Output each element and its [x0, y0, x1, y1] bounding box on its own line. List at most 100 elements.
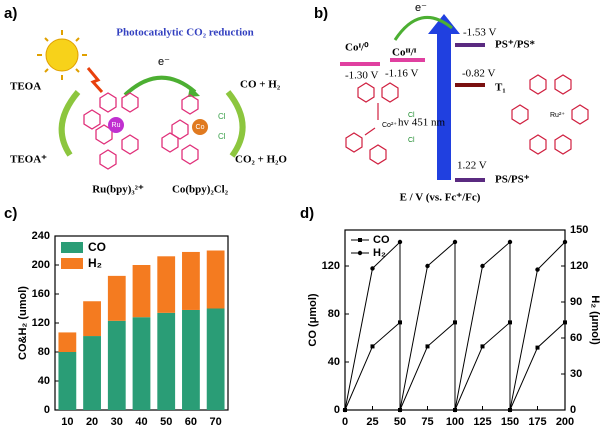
ru-complex	[83, 92, 139, 170]
level	[455, 43, 485, 47]
ion: Co²⁺	[382, 122, 397, 129]
y2-tick-label: 120	[570, 260, 588, 272]
x-tick-label: 75	[421, 416, 433, 428]
legend-swatch	[61, 258, 83, 269]
marker	[370, 266, 375, 271]
product: CO + H₂	[240, 79, 281, 91]
bar-segment	[83, 336, 101, 410]
marker	[452, 407, 458, 413]
y-tick-label: 80	[38, 346, 50, 358]
legend-swatch	[61, 242, 83, 253]
arrow-head	[188, 86, 200, 97]
y-tick-label: 200	[32, 259, 50, 271]
x-tick-label: 125	[473, 416, 491, 428]
excitation: hv 451 nm	[398, 117, 446, 129]
x-tick-label: 150	[501, 416, 519, 428]
series-line	[344, 240, 566, 411]
reactant: CO₂ + H₂O	[235, 154, 287, 166]
state: PS⁺/PS*	[495, 39, 536, 51]
potential: -1.16 V	[385, 68, 418, 80]
y-tick-label: 0	[334, 404, 340, 416]
legend-marker	[358, 238, 362, 242]
y-tick-label: 80	[328, 308, 340, 320]
panel-title: Photocatalytic CO₂ reduction	[116, 27, 254, 39]
x-tick-label: 20	[86, 416, 98, 428]
x-tick-label: 70	[210, 416, 222, 428]
bar-segment	[83, 301, 101, 337]
reagent: TEOA⁺	[10, 154, 47, 166]
x-tick-label: 0	[342, 416, 348, 428]
cycle-arrow	[58, 90, 81, 157]
y-tick-label: 40	[38, 375, 50, 387]
legend-label: H₂	[88, 256, 102, 270]
potential: -1.30 V	[345, 70, 378, 82]
electron: e⁻	[415, 2, 427, 14]
electron-arrow	[123, 75, 197, 97]
y-axis-label: CO (μmol)	[307, 293, 319, 347]
marker	[370, 344, 375, 349]
x-tick-label: 10	[61, 416, 73, 428]
bar-segment	[157, 256, 176, 313]
marker	[507, 239, 513, 245]
x-tick-label: 60	[185, 416, 197, 428]
y2-tick-label: 150	[570, 224, 588, 236]
bar-segment	[157, 312, 176, 410]
lightning	[86, 67, 104, 94]
state: Coᴵᴵ/ᴵ	[392, 47, 417, 59]
state: T₁	[495, 82, 506, 94]
bar-segment	[107, 320, 126, 410]
y-axis-label: CO&H₂ (umol)	[17, 286, 29, 360]
y-tick-label: 40	[328, 356, 340, 368]
bar-segment	[132, 265, 151, 318]
y-tick-label: 120	[32, 317, 50, 329]
ru-center	[108, 117, 124, 133]
marker	[535, 267, 540, 272]
y2-axis-label: H₂ (μmol)	[589, 295, 600, 345]
bar-segment	[58, 352, 77, 410]
x-tick-label: 50	[394, 416, 406, 428]
y2-tick-label: 30	[570, 368, 582, 380]
cl-label: Cl	[218, 132, 226, 141]
state: Coᴵ/⁰	[345, 42, 369, 54]
bar-segment	[58, 332, 77, 352]
y2-tick-label: 0	[570, 404, 576, 416]
ion: Ru²⁺	[550, 112, 565, 119]
sun-rays	[37, 30, 87, 80]
marker	[342, 407, 348, 413]
marker	[397, 407, 403, 413]
cl-label: Cl	[408, 137, 415, 144]
marker	[452, 239, 458, 245]
cl-label: Cl	[408, 112, 415, 119]
x-tick-label: 40	[135, 416, 147, 428]
excitation-arrow	[437, 30, 451, 180]
bar-segment	[206, 308, 225, 410]
y-tick-label: 0	[44, 404, 50, 416]
potential: -1.53 V	[463, 27, 496, 39]
complex-name: Ru(bpy)₃²⁺	[92, 184, 144, 196]
marker	[425, 263, 430, 269]
level	[455, 83, 485, 87]
co-complex	[161, 94, 199, 165]
bar-segment	[182, 309, 200, 410]
legend-label: CO	[373, 234, 390, 246]
y2-tick-label: 90	[570, 296, 582, 308]
co-center	[192, 119, 208, 135]
y-tick-label: 160	[32, 288, 50, 300]
y2-tick-label: 60	[570, 332, 582, 344]
level	[390, 58, 425, 62]
cl-label: Cl	[218, 112, 226, 121]
y-tick-label: 240	[32, 230, 50, 242]
marker	[535, 345, 540, 350]
ru-symbol: Ru	[112, 122, 121, 129]
panel-label: b)	[314, 5, 328, 22]
marker	[562, 239, 568, 245]
marker	[480, 344, 485, 349]
state: PS/PS⁺	[495, 174, 530, 186]
marker	[397, 239, 403, 245]
electron: e⁻	[158, 56, 170, 68]
bar-segment	[206, 250, 225, 309]
ru-structure	[511, 74, 589, 155]
bar-segment	[107, 275, 126, 321]
marker	[507, 407, 513, 413]
